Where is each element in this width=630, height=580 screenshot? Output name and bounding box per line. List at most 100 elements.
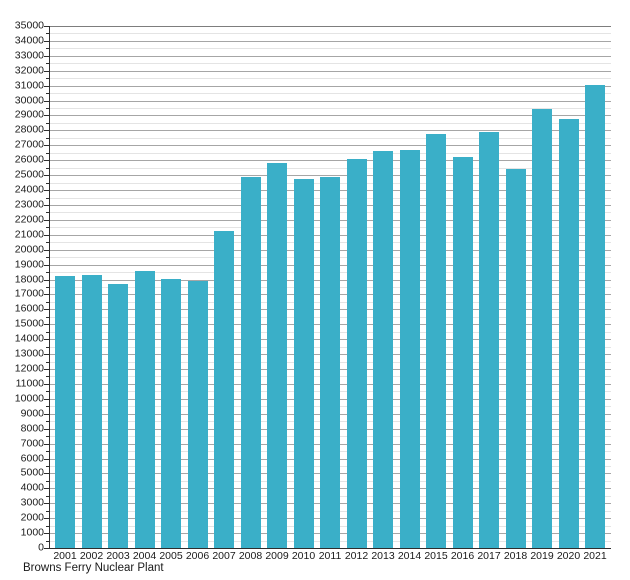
- bar-2006: [187, 281, 208, 548]
- minor-tick-33500: [46, 48, 49, 50]
- bar-2016: [452, 156, 473, 548]
- minor-tick-23500: [46, 197, 49, 199]
- major-tick-28000: [44, 130, 49, 132]
- minor-tick-21500: [46, 227, 49, 229]
- x-axis-label-2002: 2002: [79, 550, 104, 562]
- x-axis-label-2019: 2019: [530, 550, 554, 562]
- major-tick-35000: [44, 26, 49, 27]
- y-axis-label-27000: 27000: [14, 138, 44, 151]
- y-axis-label-5000: 5000: [20, 466, 44, 479]
- y-axis-label-2000: 2000: [20, 511, 44, 524]
- minor-tick-4500: [46, 480, 49, 482]
- chart-footer-label: Browns Ferry Nuclear Plant: [23, 562, 164, 574]
- x-axis-label-2003: 2003: [106, 550, 130, 562]
- y-axis-label-22000: 22000: [14, 213, 44, 226]
- minor-tick-31500: [46, 78, 49, 80]
- x-axis-label-2009: 2009: [265, 550, 289, 562]
- major-tick-4000: [44, 488, 49, 490]
- minor-gridline-33500: [50, 48, 611, 50]
- x-axis-label-2013: 2013: [371, 550, 395, 562]
- bar-2018: [505, 169, 526, 548]
- major-tick-19000: [44, 264, 49, 266]
- minor-tick-13500: [46, 346, 49, 348]
- minor-tick-500: [46, 540, 49, 542]
- minor-tick-10500: [46, 391, 49, 393]
- minor-gridline-27500: [50, 137, 611, 139]
- major-tick-12000: [44, 369, 49, 371]
- minor-tick-16500: [46, 301, 49, 303]
- minor-tick-11500: [46, 376, 49, 378]
- minor-tick-17500: [46, 287, 49, 288]
- x-axis-label-2016: 2016: [450, 550, 475, 562]
- y-axis-label-16000: 16000: [14, 302, 44, 315]
- major-tick-29000: [44, 115, 49, 117]
- y-axis-label-34000: 34000: [14, 34, 44, 47]
- y-axis-label-31000: 31000: [14, 79, 44, 92]
- major-gridline-30000: [50, 100, 611, 102]
- minor-tick-32500: [46, 63, 49, 65]
- minor-gridline-31500: [50, 78, 611, 80]
- minor-tick-25500: [46, 167, 49, 169]
- bar-2014: [399, 149, 420, 548]
- bar-2009: [267, 163, 287, 548]
- x-axis-label-2015: 2015: [424, 550, 448, 562]
- major-tick-32000: [44, 70, 49, 72]
- y-axis-label-19000: 19000: [14, 258, 44, 271]
- bar-2017: [479, 131, 499, 548]
- major-tick-23000: [44, 204, 49, 206]
- bar-2010: [293, 178, 314, 548]
- major-tick-1000: [44, 533, 49, 535]
- bar-2012: [346, 158, 367, 548]
- major-tick-10000: [44, 398, 49, 400]
- major-tick-30000: [44, 100, 49, 102]
- y-axis-label-4000: 4000: [20, 481, 44, 494]
- y-axis-label-20000: 20000: [14, 243, 44, 256]
- minor-gridline-30500: [50, 93, 611, 95]
- minor-tick-8500: [46, 421, 49, 423]
- minor-tick-19500: [46, 257, 49, 259]
- minor-tick-30500: [46, 93, 49, 95]
- major-tick-24000: [44, 190, 49, 192]
- y-axis-label-7000: 7000: [20, 437, 44, 450]
- major-tick-9000: [44, 413, 49, 415]
- major-tick-5000: [44, 473, 49, 475]
- major-gridline-33000: [50, 55, 611, 57]
- minor-tick-2500: [46, 510, 49, 512]
- minor-tick-1500: [46, 525, 49, 527]
- plot-area: [44, 26, 611, 549]
- major-tick-22000: [44, 219, 49, 221]
- x-axis-label-2021: 2021: [583, 550, 607, 562]
- y-axis-label-29000: 29000: [14, 108, 44, 121]
- minor-tick-9500: [46, 406, 49, 408]
- major-tick-13000: [44, 354, 49, 356]
- minor-tick-20500: [46, 242, 49, 244]
- y-axis-label-3000: 3000: [20, 496, 44, 509]
- x-axis-label-2012: 2012: [344, 550, 369, 562]
- major-gridline-25000: [50, 175, 611, 177]
- bar-2008: [240, 176, 261, 548]
- major-gridline-26000: [50, 160, 611, 162]
- minor-gridline-29500: [50, 108, 611, 110]
- major-tick-3000: [44, 503, 49, 505]
- major-tick-15000: [44, 324, 49, 326]
- minor-tick-29500: [46, 108, 49, 110]
- y-axis-label-11000: 11000: [15, 377, 44, 390]
- bar-2021: [585, 84, 605, 548]
- y-axis-label-1000: 1000: [20, 526, 44, 539]
- minor-gridline-32500: [50, 63, 611, 65]
- y-axis-label-24000: 24000: [14, 183, 44, 196]
- major-gridline-28000: [50, 130, 611, 132]
- minor-tick-34500: [46, 33, 49, 35]
- x-axis-label-2017: 2017: [477, 550, 501, 562]
- minor-tick-27500: [46, 137, 49, 139]
- minor-tick-14500: [46, 331, 49, 333]
- minor-gridline-25500: [50, 167, 611, 169]
- bar-2019: [532, 108, 552, 548]
- major-tick-8000: [44, 428, 49, 430]
- minor-tick-3500: [46, 495, 49, 497]
- major-tick-17000: [44, 294, 49, 296]
- bar-2020: [558, 119, 579, 548]
- bar-2004: [134, 271, 155, 548]
- minor-tick-15500: [46, 316, 49, 318]
